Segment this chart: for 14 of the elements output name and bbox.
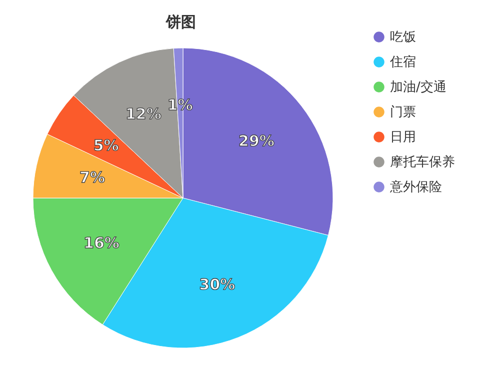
legend-label: 日用 xyxy=(390,130,416,145)
legend-label: 住宿 xyxy=(389,54,416,70)
legend-label: 意外保险 xyxy=(389,180,442,195)
data-label: 5% xyxy=(93,136,119,155)
data-label: 16% xyxy=(84,234,120,252)
data-label: 29% xyxy=(238,132,274,150)
data-label: 7% xyxy=(80,168,105,187)
legend-label: 门票 xyxy=(390,104,416,120)
legend-label: 摩托车保养 xyxy=(390,154,455,170)
legend-label: 加油/交通 xyxy=(390,79,446,95)
legend-label: 吃饭 xyxy=(390,30,416,45)
data-label: 30% xyxy=(199,275,236,294)
data-label: 12% xyxy=(125,104,162,123)
chart-title: 饼图 xyxy=(165,13,196,31)
